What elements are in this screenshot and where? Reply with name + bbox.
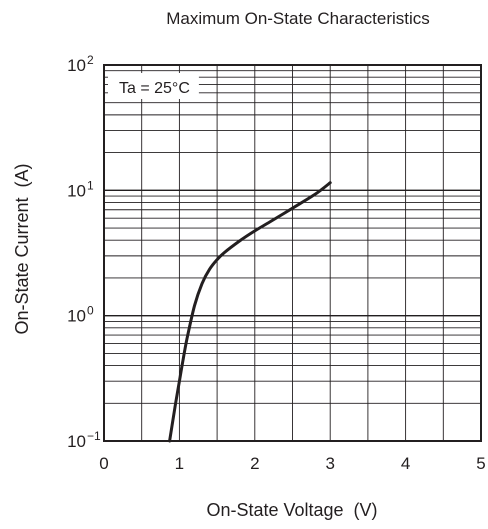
y-tick-label: 10 bbox=[67, 307, 86, 326]
y-axis-label: On-State Current (A) bbox=[12, 163, 32, 334]
y-tick-label: 10 bbox=[67, 56, 86, 75]
x-tick-label: 3 bbox=[325, 454, 334, 473]
chart-title: Maximum On-State Characteristics bbox=[166, 9, 430, 28]
y-tick-label: 10 bbox=[67, 181, 86, 200]
annotation-background bbox=[108, 73, 199, 99]
plot-frame bbox=[103, 64, 482, 442]
y-tick-exponent: 1 bbox=[87, 178, 94, 192]
series-line bbox=[168, 181, 332, 443]
annotation-text: Ta = 25°C bbox=[119, 80, 190, 97]
y-tick-exponent: 0 bbox=[87, 304, 94, 318]
y-tick-label: 10 bbox=[67, 432, 86, 451]
x-tick-label: 2 bbox=[250, 454, 259, 473]
grid bbox=[104, 65, 481, 441]
annotation: Ta = 25°C bbox=[108, 73, 199, 99]
x-tick-label: 0 bbox=[99, 454, 108, 473]
x-tick-label: 1 bbox=[175, 454, 184, 473]
x-tick-label: 5 bbox=[476, 454, 485, 473]
x-tick-label: 4 bbox=[401, 454, 410, 473]
x-tick-labels: 0 1 2 3 4 5 bbox=[99, 454, 485, 473]
y-tick-exponent: −1 bbox=[87, 429, 101, 443]
series-layer bbox=[168, 181, 332, 443]
y-tick-exponent: 2 bbox=[87, 53, 94, 67]
x-axis-label: On-State Voltage (V) bbox=[206, 500, 377, 520]
